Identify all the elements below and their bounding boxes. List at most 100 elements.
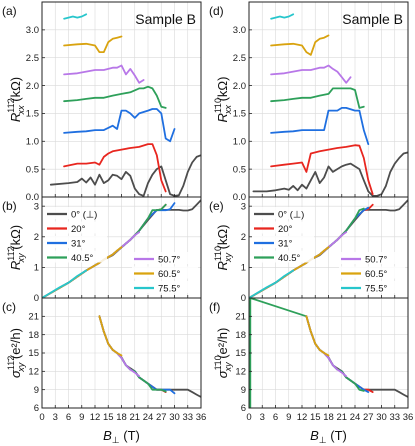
ylabel-symbol: σ	[8, 369, 23, 378]
y-tick-label: 12	[235, 367, 246, 378]
series-line-40.5	[98, 315, 167, 393]
y-tick-label: 1.0	[233, 136, 246, 147]
series-group	[249, 298, 408, 408]
series-line-50.7	[270, 64, 352, 84]
x-tick-label: 15	[310, 412, 321, 423]
ylabel-subscript: xy	[16, 362, 26, 373]
series-line-60.5	[270, 34, 330, 56]
x-tick-label: 0	[39, 412, 44, 423]
legend-bg	[252, 221, 314, 234]
legend-bg	[339, 252, 405, 264]
legend-label: 75.5°	[158, 284, 180, 295]
legend-bg	[45, 250, 107, 263]
x-tick-label: 9	[286, 412, 291, 423]
y-axis-label: R1̄10xy (kΩ)	[213, 225, 233, 271]
series-line-31	[63, 108, 176, 143]
y-tick-label: 0.0	[26, 192, 39, 203]
series-line-20	[270, 144, 374, 196]
series-line-40.5	[270, 87, 365, 109]
legend-label: 40.5°	[71, 253, 93, 264]
series-line-31	[305, 315, 370, 393]
y-tick-label: 0.0	[233, 192, 246, 203]
x-tick-label: 6	[66, 412, 71, 423]
y-axis-label-text: R11̄2xx (kΩ)	[6, 77, 26, 122]
legend-bg	[252, 207, 314, 219]
legend-bg	[132, 266, 198, 279]
series-line-50.7	[63, 64, 145, 84]
y-tick-label: 18	[235, 330, 246, 341]
legend: 0° (⊥) 20° 31° 40.5° 50.7° 60.5° 75.5°	[45, 207, 198, 295]
legend-label: 0° (⊥)	[278, 210, 304, 221]
y-axis-label: σ11̄2xy (e²/h)	[6, 328, 26, 378]
ylabel-symbol: R	[215, 113, 230, 122]
legend-bg	[339, 266, 405, 279]
series-group	[49, 13, 201, 197]
x-axis-unit: (T)	[327, 428, 347, 443]
y-axis-label: R1̄10xx (kΩ)	[213, 77, 233, 123]
sample-label: Sample B	[135, 11, 196, 27]
y-tick-label: 18	[28, 330, 39, 341]
panel-label: (a)	[2, 4, 17, 18]
panel-label: (c)	[2, 300, 16, 314]
y-tick-label: 3	[34, 201, 39, 212]
y-tick-label: 15	[235, 348, 246, 359]
series-line-75.5	[63, 13, 88, 20]
ylabel-unit: (kΩ)	[8, 225, 23, 254]
ylabel-symbol: R	[8, 261, 23, 270]
legend-label: 75.5°	[365, 284, 387, 295]
legend-bg	[132, 252, 198, 264]
series-line-31	[270, 107, 370, 145]
x-tick-label: 18	[323, 412, 334, 423]
ylabel-unit: (kΩ)	[8, 77, 23, 106]
ylabel-symbol: R	[8, 113, 23, 122]
y-axis-label-text: σ11̄2xy (e²/h)	[6, 328, 26, 378]
y-tick-label: 1	[34, 263, 39, 274]
series-line-20	[305, 315, 374, 393]
ylabel-unit: (kΩ)	[215, 77, 230, 106]
legend-label: 60.5°	[158, 269, 180, 280]
legend-bg	[252, 250, 314, 263]
x-tick-label: 27	[363, 412, 374, 423]
ylabel-subscript: xy	[16, 253, 26, 264]
y-tick-label: 2	[34, 232, 39, 243]
series-line-31	[98, 315, 176, 395]
x-axis-subscript: ⊥	[319, 435, 327, 445]
x-tick-label: 36	[196, 412, 207, 423]
y-axis-label-text: R1̄10xx (kΩ)	[213, 77, 233, 123]
panel-a: 0.0 0.5 1.0 1.5 2.0 2.5 3.0 (a)	[2, 1, 202, 203]
panel-label: (e)	[209, 199, 224, 213]
legend-label: 40.5°	[278, 253, 300, 264]
x-tick-label: 21	[336, 412, 347, 423]
series-line-0	[252, 151, 408, 197]
ylabel-superscript: 1̄10	[213, 246, 223, 261]
y-tick-label: 2.0	[26, 81, 39, 92]
x-axis-label: B⊥ (T)	[310, 428, 347, 445]
legend-label: 20°	[71, 224, 86, 235]
x-axis-symbol: B	[310, 428, 319, 443]
y-axis-label: R11̄2xx (kΩ)	[6, 77, 26, 122]
series-line-20	[63, 143, 167, 193]
x-tick-label: 30	[376, 412, 387, 423]
x-tick-label: 30	[169, 412, 180, 423]
series-line-60.5	[63, 35, 123, 53]
legend-bg	[132, 281, 198, 293]
ylabel-superscript: 1̄10	[213, 98, 223, 113]
x-tick-label: 15	[103, 412, 114, 423]
series-line-60.5	[305, 315, 330, 357]
y-tick-label: 3	[241, 201, 246, 212]
legend-bg	[339, 281, 405, 293]
series-line-50.7	[305, 315, 348, 378]
y-tick-label: 0	[34, 293, 39, 304]
y-tick-label: 6	[241, 403, 246, 414]
series-line-75.5	[42, 269, 88, 298]
x-tick-label: 33	[182, 412, 193, 423]
x-tick-label: 27	[156, 412, 167, 423]
y-tick-label: 12	[28, 367, 39, 378]
x-tick-label: 12	[90, 412, 101, 423]
legend-label: 60.5°	[365, 269, 387, 280]
ylabel-subscript: xy	[223, 253, 233, 264]
legend-label: 31°	[278, 239, 293, 250]
y-tick-label: 2	[241, 232, 246, 243]
